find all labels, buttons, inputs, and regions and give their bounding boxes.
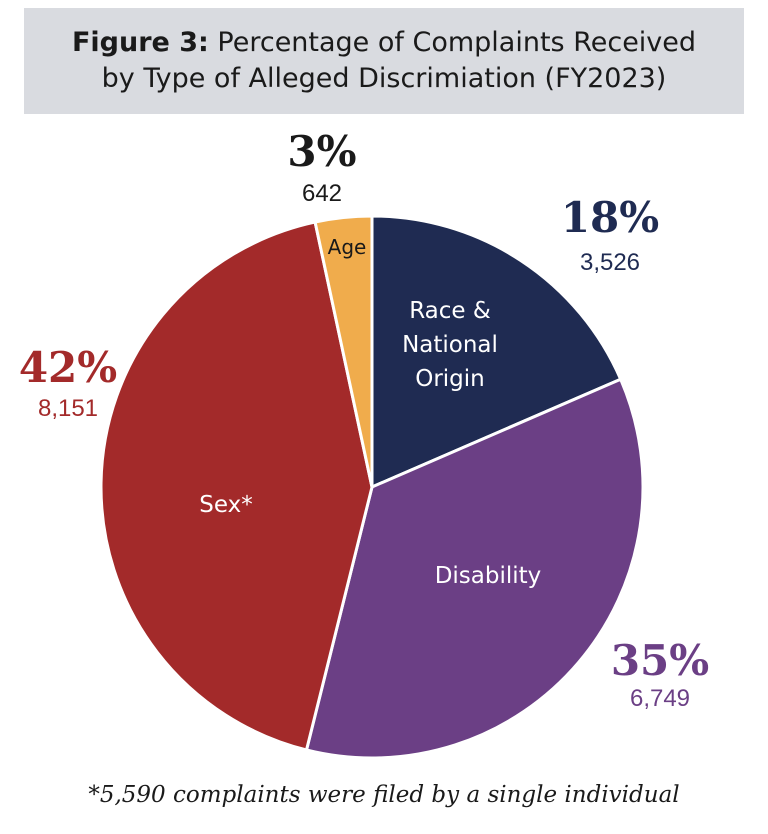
pie-slice-3 — [313, 214, 374, 489]
slice-value-0: 3,526 — [580, 249, 640, 276]
slice-value-2: 8,151 — [38, 395, 98, 422]
slice-value-1: 6,749 — [630, 685, 690, 712]
slice-label-2: Sex* — [199, 492, 252, 518]
slice-percent-3: 3% — [287, 127, 356, 176]
chart-title: Figure 3: Percentage of Complaints Recei… — [24, 8, 744, 114]
title-line-2: by Type of Alleged Discrimiation (FY2023… — [101, 63, 667, 94]
pie-slice-0 — [370, 214, 623, 489]
slice-percent-2: 42% — [19, 343, 117, 392]
slice-label-3: Age — [328, 235, 367, 259]
title-line-1: Figure 3: Percentage of Complaints Recei… — [72, 25, 696, 61]
pie-slice-2 — [99, 220, 374, 752]
slice-label-1: Disability — [435, 563, 542, 589]
slice-percent-1: 35% — [611, 636, 709, 685]
pie-slice-1 — [304, 377, 645, 760]
footnote: *5,590 complaints were filed by a single… — [88, 782, 680, 808]
title-text-1: Percentage of Complaints Received — [217, 27, 697, 58]
slice-percent-0: 18% — [561, 193, 659, 242]
title-lead: Figure 3: — [71, 27, 209, 58]
slice-value-3: 642 — [302, 180, 342, 207]
slice-label-0: Race & National Origin — [402, 298, 498, 392]
